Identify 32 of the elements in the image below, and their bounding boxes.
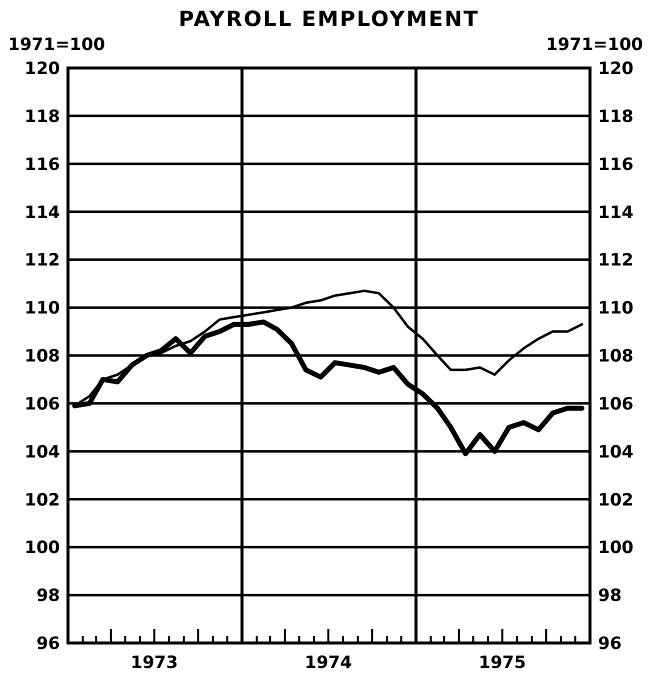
x-tick-label: 1973 [130, 653, 178, 673]
y2-tick-label: 112 [598, 250, 634, 271]
y2-tick-label: 114 [598, 202, 634, 223]
y-tick-label: 112 [24, 250, 60, 271]
y-tick-label: 118 [24, 106, 60, 127]
y-tick-label: 104 [24, 442, 60, 462]
x-tick-label: 1975 [478, 653, 526, 673]
y2-tick-label: 98 [598, 586, 622, 606]
y2-tick-label: 116 [598, 154, 634, 175]
y-tick-label: 102 [24, 490, 60, 510]
y-tick-label: 110 [24, 298, 60, 319]
y2-tick-label: 120 [598, 59, 634, 79]
y-tick-label: 114 [24, 202, 60, 223]
y2-tick-label: 96 [598, 634, 622, 654]
y2-tick-label: 108 [598, 346, 634, 366]
y-tick-label: 96 [36, 634, 60, 654]
chart-title: PAYROLL EMPLOYMENT [178, 7, 480, 31]
x-tick-label: 1974 [304, 653, 352, 673]
y2-tick-label: 110 [598, 298, 634, 319]
y-tick-label: 120 [24, 59, 60, 79]
y2-tick-label: 102 [598, 490, 634, 510]
y-tick-label: 116 [24, 154, 60, 175]
y2-tick-label: 106 [598, 394, 634, 414]
y2-tick-label: 118 [598, 106, 634, 127]
y-tick-label: 108 [24, 346, 60, 366]
y-tick-label: 100 [24, 538, 60, 558]
y-tick-label: 106 [24, 394, 60, 414]
y2-tick-label: 104 [598, 442, 634, 462]
y2-tick-label: 100 [598, 538, 634, 558]
y2-axis-title: 1971=100 [546, 35, 644, 55]
y-tick-label: 98 [36, 586, 60, 606]
y-axis-title: 1971=100 [8, 35, 106, 55]
